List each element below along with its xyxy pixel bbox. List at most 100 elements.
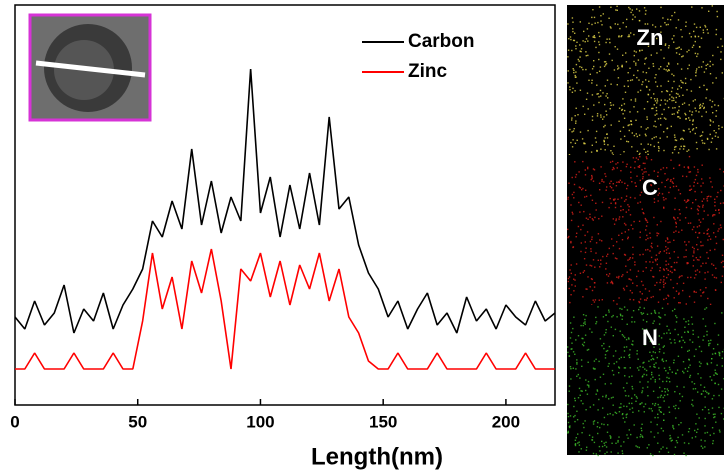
map-dot <box>704 390 707 392</box>
map-dot <box>697 35 700 38</box>
map-dot <box>693 166 696 168</box>
map-dot <box>682 129 685 132</box>
map-dot <box>683 386 685 388</box>
map-dot <box>677 63 679 65</box>
map-dot <box>591 238 593 241</box>
map-dot <box>572 68 574 70</box>
map-dot <box>668 252 670 254</box>
map-dot <box>626 187 628 190</box>
map-dot <box>622 126 625 128</box>
map-dot <box>602 13 604 15</box>
map-dot <box>683 199 686 202</box>
map-dot <box>666 237 669 239</box>
map-dot <box>653 365 655 368</box>
map-dot <box>693 226 695 228</box>
map-dot <box>701 409 704 411</box>
map-dot <box>687 67 689 70</box>
map-dot <box>631 146 633 148</box>
map-dot <box>712 82 714 84</box>
map-dot <box>621 181 623 183</box>
map-dot <box>655 254 658 256</box>
map-dot <box>623 346 626 348</box>
map-dot <box>638 154 640 156</box>
map-dot <box>627 72 629 74</box>
map-dot <box>685 201 687 203</box>
map-dot <box>710 362 713 364</box>
map-dot <box>664 103 667 105</box>
map-dot <box>657 232 660 235</box>
map-dot <box>647 193 649 195</box>
map-dot <box>578 444 581 446</box>
map-dot <box>714 248 716 251</box>
map-dot <box>658 343 660 346</box>
map-dot <box>702 131 704 133</box>
map-dot <box>611 316 613 318</box>
map-dot <box>711 106 713 108</box>
map-dot <box>702 339 704 341</box>
map-dot <box>608 38 611 40</box>
map-dot <box>692 388 695 390</box>
map-dot <box>639 156 641 158</box>
map-dot <box>668 366 671 369</box>
map-dot <box>689 185 691 187</box>
map-dot <box>709 60 711 63</box>
map-dot <box>679 302 681 304</box>
map-dot <box>685 249 687 251</box>
map-dot <box>598 6 601 8</box>
map-dot <box>576 139 578 141</box>
map-dot <box>663 394 666 397</box>
map-dot <box>612 218 614 220</box>
map-dot <box>585 379 587 381</box>
map-dot <box>716 196 718 198</box>
map-dot <box>662 380 664 383</box>
map-dot <box>632 340 634 342</box>
map-dot <box>614 46 616 48</box>
map-dot <box>627 184 629 187</box>
map-dot <box>596 389 598 391</box>
map-dot <box>571 119 573 121</box>
map-dot <box>632 344 634 346</box>
map-dot <box>650 421 652 423</box>
map-dot <box>678 105 680 108</box>
map-dot <box>702 142 704 144</box>
map-dot <box>568 355 571 357</box>
map-dot <box>700 245 702 247</box>
map-dot <box>585 217 588 219</box>
map-dot <box>657 403 659 406</box>
map-dot <box>605 262 608 264</box>
map-dot <box>582 402 584 405</box>
map-dot <box>584 323 586 325</box>
map-dot <box>633 424 635 426</box>
map-dot <box>627 80 629 82</box>
map-dot <box>606 133 608 135</box>
map-dot <box>713 432 715 435</box>
map-dot <box>612 335 614 337</box>
map-dot <box>702 102 704 105</box>
map-dot <box>601 178 603 181</box>
map-dot <box>645 72 648 74</box>
map-dot <box>626 323 628 325</box>
map-dot <box>612 282 614 285</box>
map-dot <box>628 402 630 405</box>
map-dot <box>582 337 584 340</box>
map-dot <box>645 85 648 88</box>
map-dot <box>607 144 609 146</box>
map-dot <box>665 69 667 71</box>
map-dot <box>629 298 631 301</box>
map-dot <box>591 94 594 96</box>
map-dot <box>673 261 676 264</box>
map-dot <box>684 77 687 80</box>
map-dot <box>715 236 717 238</box>
map-dot <box>646 118 648 120</box>
map-dot <box>693 383 696 385</box>
map-dot <box>631 79 634 81</box>
map-dot <box>706 363 709 366</box>
map-dot <box>612 245 615 247</box>
map-dot <box>663 283 665 286</box>
map-dot <box>683 102 686 104</box>
map-dot <box>593 360 596 362</box>
map-dot <box>681 275 683 277</box>
map-dot <box>673 362 675 364</box>
map-dot <box>612 104 615 106</box>
map-dot <box>654 100 657 102</box>
